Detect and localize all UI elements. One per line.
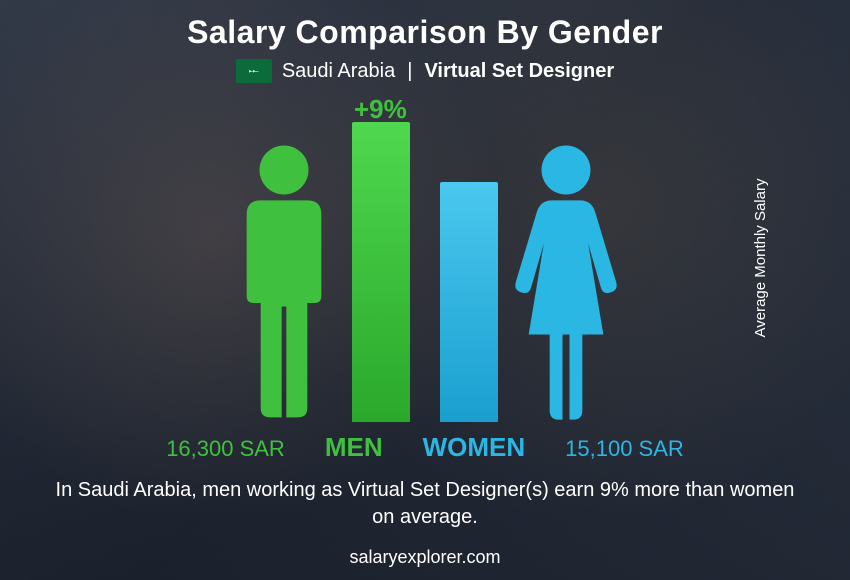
subtitle-row: 𐎀 Saudi Arabia | Virtual Set Designer [236,59,614,83]
women-bar [440,182,498,422]
infographic-container: Salary Comparison By Gender 𐎀 Saudi Arab… [0,0,850,580]
man-icon [224,142,344,422]
role-label: Virtual Set Designer [424,60,614,83]
women-label: WOMEN [423,432,526,463]
source-label: salaryexplorer.com [349,547,500,568]
flag-icon: 𐎀 [236,59,272,83]
country-label: Saudi Arabia [282,60,395,83]
men-salary: 16,300 SAR [166,436,285,462]
y-axis-label: Average Monthly Salary [752,178,769,337]
men-label: MEN [325,432,383,463]
women-group [440,142,626,422]
separator: | [407,60,412,83]
men-figure-block [224,122,410,422]
pct-difference-label: +9% [354,94,407,125]
men-bar [352,122,410,422]
page-title: Salary Comparison By Gender [187,14,663,51]
men-group: +9% [224,122,410,422]
women-salary: 15,100 SAR [565,436,684,462]
description-text: In Saudi Arabia, men working as Virtual … [55,477,795,531]
women-figure-block [440,142,626,422]
woman-icon [506,142,626,422]
labels-row: 16,300 SAR MEN WOMEN 15,100 SAR [40,432,810,463]
chart-area: Average Monthly Salary +9% [40,93,810,422]
